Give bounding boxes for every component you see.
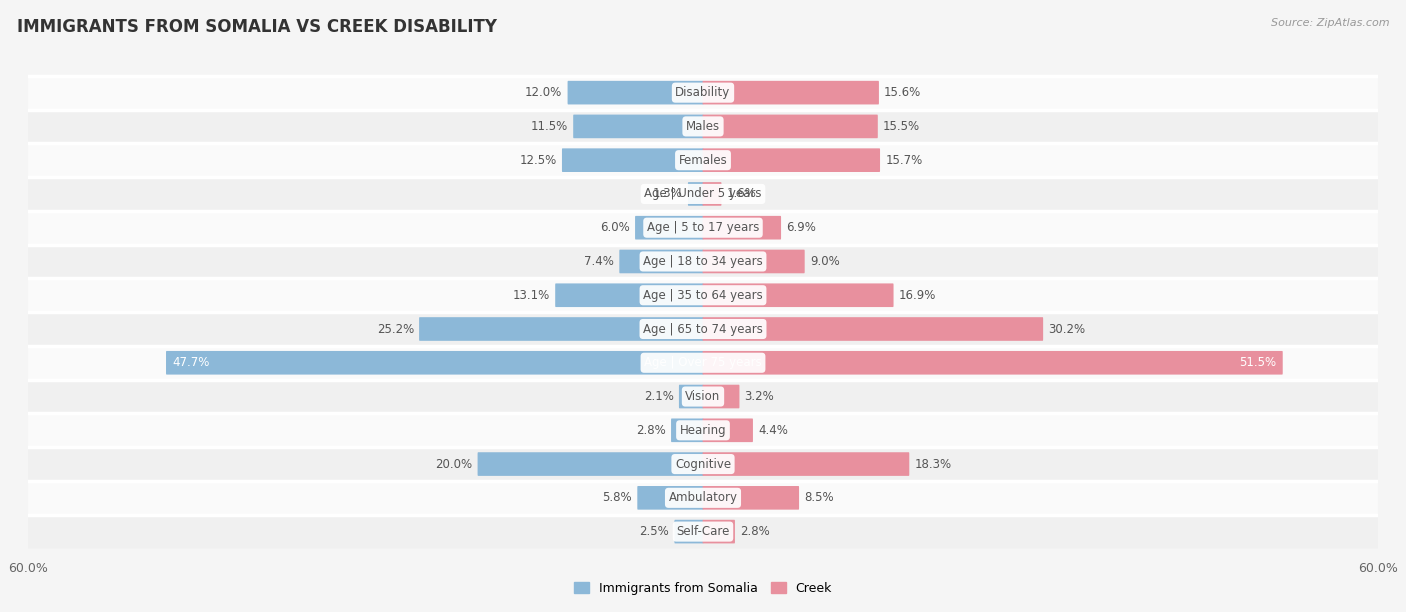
Text: Hearing: Hearing (679, 424, 727, 437)
FancyBboxPatch shape (28, 211, 1378, 245)
FancyBboxPatch shape (166, 351, 703, 375)
FancyBboxPatch shape (703, 81, 879, 105)
Text: 30.2%: 30.2% (1049, 323, 1085, 335)
FancyBboxPatch shape (28, 515, 1378, 548)
FancyBboxPatch shape (703, 452, 910, 476)
Text: 25.2%: 25.2% (377, 323, 413, 335)
FancyBboxPatch shape (688, 182, 703, 206)
FancyBboxPatch shape (679, 385, 703, 408)
FancyBboxPatch shape (555, 283, 703, 307)
FancyBboxPatch shape (28, 379, 1378, 414)
Text: 13.1%: 13.1% (513, 289, 550, 302)
Text: Vision: Vision (685, 390, 721, 403)
FancyBboxPatch shape (478, 452, 703, 476)
Text: Self-Care: Self-Care (676, 525, 730, 538)
Text: 12.0%: 12.0% (526, 86, 562, 99)
Text: Age | 65 to 74 years: Age | 65 to 74 years (643, 323, 763, 335)
FancyBboxPatch shape (28, 177, 1378, 211)
Text: 51.5%: 51.5% (1240, 356, 1277, 369)
FancyBboxPatch shape (562, 148, 703, 172)
Text: 11.5%: 11.5% (531, 120, 568, 133)
Text: 1.6%: 1.6% (727, 187, 756, 201)
FancyBboxPatch shape (675, 520, 703, 543)
FancyBboxPatch shape (28, 76, 1378, 110)
Text: Age | 5 to 17 years: Age | 5 to 17 years (647, 221, 759, 234)
Text: 7.4%: 7.4% (585, 255, 614, 268)
FancyBboxPatch shape (419, 317, 703, 341)
Text: 6.9%: 6.9% (786, 221, 815, 234)
FancyBboxPatch shape (703, 182, 721, 206)
Text: 18.3%: 18.3% (914, 458, 952, 471)
Text: Age | Over 75 years: Age | Over 75 years (644, 356, 762, 369)
Text: 2.8%: 2.8% (740, 525, 770, 538)
FancyBboxPatch shape (28, 245, 1378, 278)
FancyBboxPatch shape (28, 447, 1378, 481)
FancyBboxPatch shape (703, 216, 782, 239)
Text: 5.8%: 5.8% (603, 491, 633, 504)
Text: 1.3%: 1.3% (652, 187, 683, 201)
Text: 15.6%: 15.6% (884, 86, 921, 99)
FancyBboxPatch shape (671, 419, 703, 442)
FancyBboxPatch shape (28, 346, 1378, 379)
Text: Disability: Disability (675, 86, 731, 99)
FancyBboxPatch shape (703, 317, 1043, 341)
FancyBboxPatch shape (636, 216, 703, 239)
Text: 8.5%: 8.5% (804, 491, 834, 504)
FancyBboxPatch shape (619, 250, 703, 274)
FancyBboxPatch shape (703, 114, 877, 138)
FancyBboxPatch shape (28, 143, 1378, 177)
Text: 2.8%: 2.8% (636, 424, 666, 437)
Text: 6.0%: 6.0% (600, 221, 630, 234)
FancyBboxPatch shape (703, 385, 740, 408)
Text: 4.4%: 4.4% (758, 424, 787, 437)
FancyBboxPatch shape (637, 486, 703, 510)
Legend: Immigrants from Somalia, Creek: Immigrants from Somalia, Creek (569, 577, 837, 600)
Text: 47.7%: 47.7% (172, 356, 209, 369)
FancyBboxPatch shape (574, 114, 703, 138)
FancyBboxPatch shape (703, 351, 1282, 375)
FancyBboxPatch shape (28, 312, 1378, 346)
FancyBboxPatch shape (28, 110, 1378, 143)
Text: Source: ZipAtlas.com: Source: ZipAtlas.com (1271, 18, 1389, 28)
Text: 2.5%: 2.5% (640, 525, 669, 538)
Text: 15.7%: 15.7% (886, 154, 922, 166)
FancyBboxPatch shape (703, 419, 754, 442)
Text: Cognitive: Cognitive (675, 458, 731, 471)
Text: Females: Females (679, 154, 727, 166)
FancyBboxPatch shape (28, 481, 1378, 515)
Text: Males: Males (686, 120, 720, 133)
FancyBboxPatch shape (703, 283, 894, 307)
FancyBboxPatch shape (703, 250, 804, 274)
Text: 2.1%: 2.1% (644, 390, 673, 403)
Text: Age | 18 to 34 years: Age | 18 to 34 years (643, 255, 763, 268)
FancyBboxPatch shape (28, 414, 1378, 447)
Text: 16.9%: 16.9% (898, 289, 936, 302)
Text: Age | 35 to 64 years: Age | 35 to 64 years (643, 289, 763, 302)
Text: 20.0%: 20.0% (436, 458, 472, 471)
FancyBboxPatch shape (703, 520, 735, 543)
Text: 3.2%: 3.2% (745, 390, 775, 403)
Text: 9.0%: 9.0% (810, 255, 839, 268)
Text: Ambulatory: Ambulatory (668, 491, 738, 504)
FancyBboxPatch shape (703, 148, 880, 172)
Text: 12.5%: 12.5% (520, 154, 557, 166)
Text: IMMIGRANTS FROM SOMALIA VS CREEK DISABILITY: IMMIGRANTS FROM SOMALIA VS CREEK DISABIL… (17, 18, 496, 36)
FancyBboxPatch shape (703, 486, 799, 510)
Text: Age | Under 5 years: Age | Under 5 years (644, 187, 762, 201)
Text: 15.5%: 15.5% (883, 120, 920, 133)
FancyBboxPatch shape (568, 81, 703, 105)
FancyBboxPatch shape (28, 278, 1378, 312)
